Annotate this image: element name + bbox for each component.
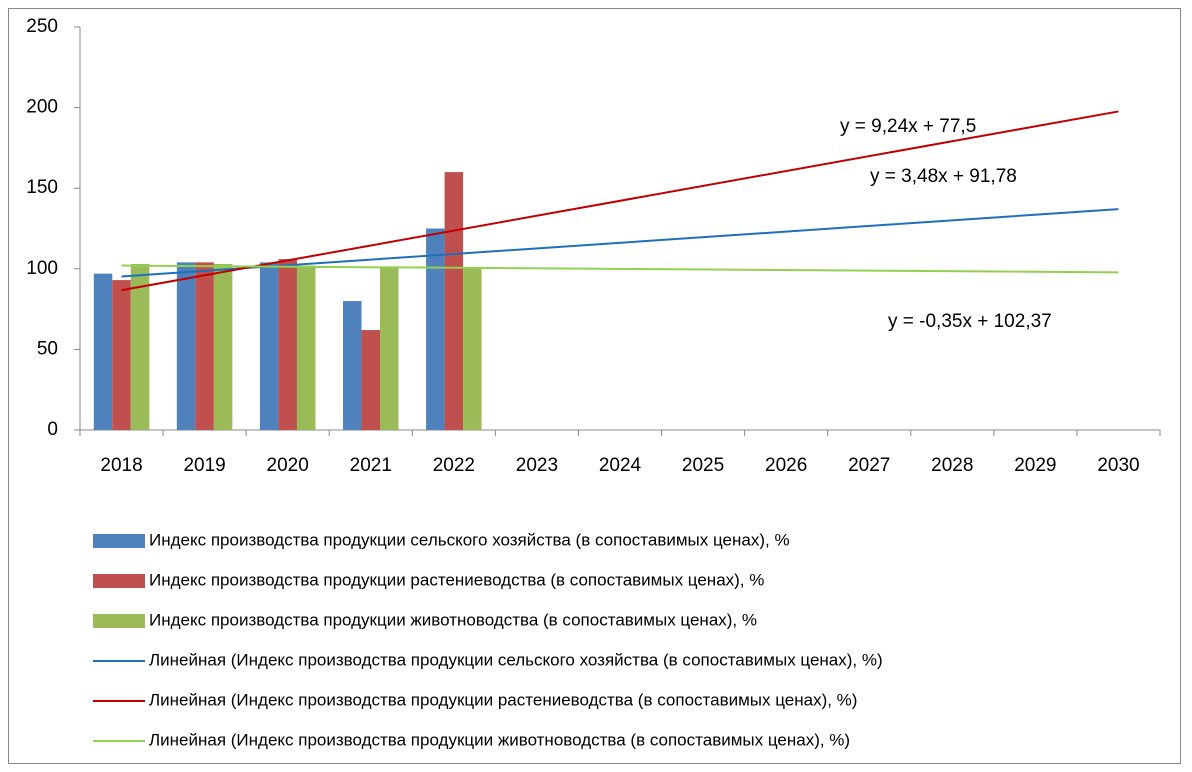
bar: [463, 267, 482, 430]
bar: [343, 301, 362, 430]
legend-swatch: [93, 574, 145, 588]
x-tick-label: 2019: [183, 455, 225, 476]
trendline-equation: y = -0,35x + 102,37: [888, 311, 1052, 332]
trendline: [121, 208, 1119, 278]
x-tick-label: 2025: [682, 455, 724, 476]
legend-label: Линейная (Индекс производства продукции …: [149, 730, 850, 749]
x-tick-label: 2020: [267, 455, 309, 476]
y-tick-label: 250: [26, 16, 58, 37]
legend-label: Индекс производства продукции животновод…: [149, 610, 757, 629]
bar: [195, 262, 214, 430]
y-tick-label: 50: [37, 338, 58, 359]
y-tick-label: 0: [47, 419, 58, 440]
legend-label: Индекс производства продукции сельского …: [149, 530, 790, 549]
bar: [278, 259, 297, 430]
x-tick-label: 2030: [1097, 455, 1139, 476]
legend-label: Линейная (Индекс производства продукции …: [149, 690, 857, 709]
x-tick-label: 2018: [100, 455, 142, 476]
x-tick-label: 2021: [350, 455, 392, 476]
y-tick-label: 200: [26, 97, 58, 118]
bar: [444, 172, 464, 430]
bar: [426, 228, 445, 430]
legend-swatch: [93, 534, 145, 548]
x-tick-label: 2023: [516, 455, 558, 476]
trendline: [121, 264, 1119, 274]
legend-label: Индекс производства продукции растениево…: [149, 570, 764, 589]
bar: [259, 262, 279, 430]
trendline: [121, 110, 1119, 292]
trendline-equation: y = 3,48x + 91,78: [870, 166, 1017, 187]
y-tick-label: 100: [26, 258, 58, 279]
bar: [130, 263, 150, 430]
legend-label: Линейная (Индекс производства продукции …: [149, 650, 883, 669]
bar: [112, 280, 131, 430]
x-tick-label: 2027: [848, 455, 890, 476]
trendline-equation: y = 9,24x + 77,5: [840, 116, 976, 137]
y-tick-label: 150: [26, 177, 58, 198]
legend-swatch: [93, 614, 145, 628]
x-tick-label: 2022: [433, 455, 475, 476]
x-tick-label: 2026: [765, 455, 807, 476]
x-tick-label: 2029: [1014, 455, 1056, 476]
bar: [93, 273, 113, 430]
x-tick-label: 2028: [931, 455, 973, 476]
bar: [380, 267, 399, 430]
bar: [296, 265, 316, 430]
bar: [361, 330, 381, 430]
bar: [213, 263, 233, 430]
bar: [176, 262, 196, 430]
x-tick-label: 2024: [599, 455, 642, 476]
